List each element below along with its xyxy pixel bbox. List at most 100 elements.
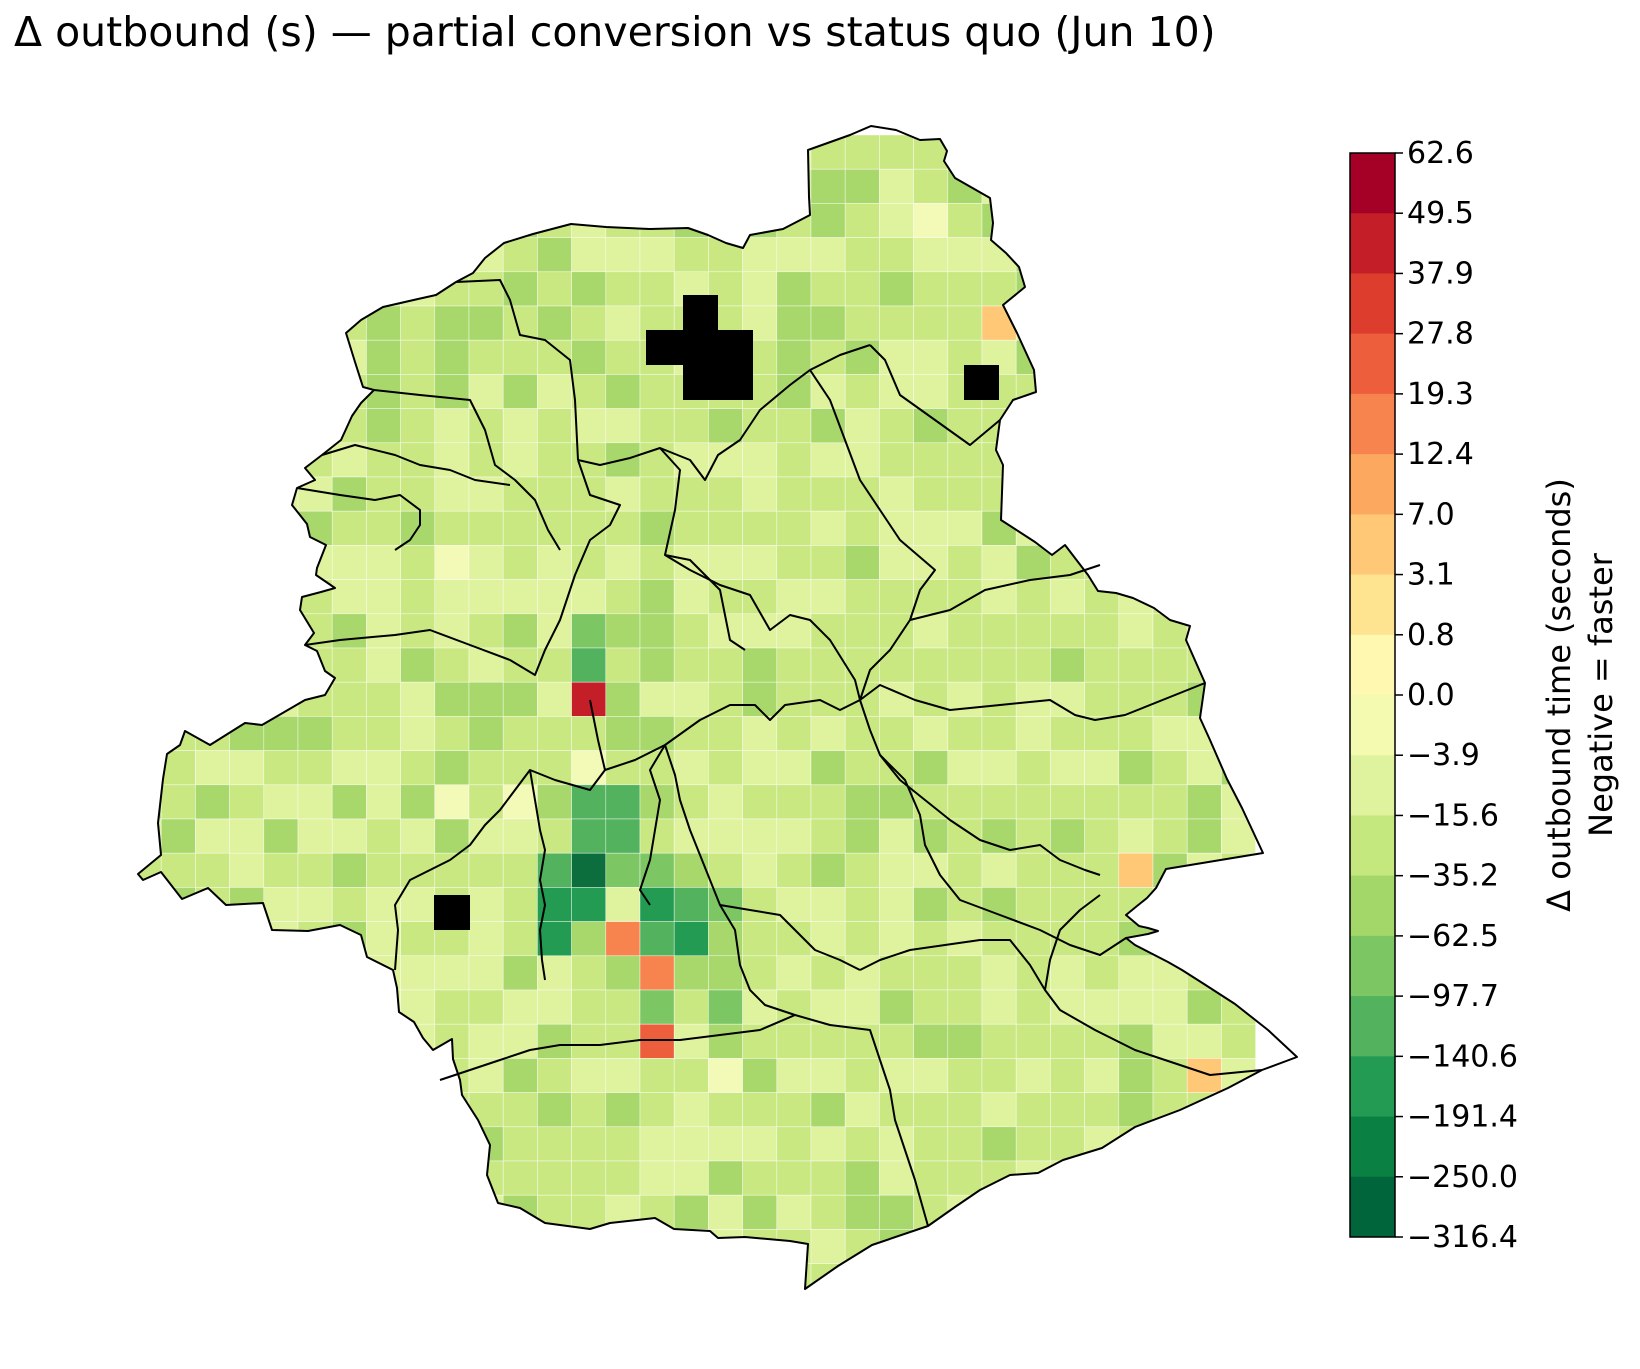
grid-cell: [776, 408, 812, 444]
grid-cell: [229, 989, 265, 1025]
grid-cell: [708, 1126, 743, 1162]
grid-cell: [776, 1126, 812, 1162]
grid-cell: [1050, 1160, 1085, 1196]
grid-cell: [1084, 476, 1120, 512]
grid-cell: [1186, 1160, 1222, 1196]
grid-cell: [947, 921, 983, 957]
grid-cell: [879, 1023, 914, 1059]
grid-cell: [1084, 442, 1120, 478]
grid-cell: [605, 1058, 641, 1093]
grid-cell: [1050, 784, 1085, 820]
grid-cell: [879, 1263, 914, 1289]
grid-cell: [297, 1263, 333, 1289]
grid-cell: [468, 134, 504, 170]
grid-cell: [639, 955, 675, 991]
grid-cell: [1050, 1058, 1085, 1093]
grid-cell: [400, 168, 436, 204]
grid-cell: [981, 784, 1017, 820]
colorbar-tick-label: 12.4: [1407, 437, 1474, 472]
grid-cell: [229, 955, 265, 991]
grid-cell: [1118, 750, 1154, 786]
grid-cell: [844, 1263, 880, 1289]
grid-cell: [605, 1263, 641, 1289]
grid-cell: [400, 750, 436, 786]
grid-cell: [1015, 955, 1051, 991]
grid-cell: [229, 681, 265, 717]
grid-cell: [673, 887, 709, 922]
grid-cell: [879, 237, 914, 273]
grid-cell: [913, 510, 949, 546]
grid-cell: [1015, 1058, 1051, 1093]
grid-cell: [981, 1263, 1017, 1289]
grid-cell: [502, 339, 538, 375]
grid-cell: [400, 1058, 436, 1093]
no-data-cell: [683, 365, 753, 400]
grid-cell: [468, 852, 504, 888]
grid-cell: [537, 1023, 572, 1059]
grid-cell: [366, 1229, 401, 1264]
grid-cell: [229, 203, 265, 238]
grid-cell: [468, 1058, 504, 1093]
grid-cell: [1221, 613, 1256, 649]
grid-cell: [1152, 1229, 1188, 1264]
grid-cell: [981, 852, 1017, 888]
grid-cell: [468, 681, 504, 717]
grid-cell: [331, 887, 367, 922]
grid-cell: [913, 989, 949, 1025]
grid-cell: [1050, 408, 1085, 444]
municipality-boundaries: [137, 125, 1298, 1290]
grid-cell: [537, 476, 572, 512]
grid-cell: [981, 716, 1017, 751]
grid-cell: [400, 408, 436, 444]
colorbar-tick-label: 19.3: [1407, 377, 1474, 412]
grid-cell: [844, 921, 880, 957]
grid-cell: [195, 545, 230, 580]
grid-cell: [263, 1229, 299, 1264]
grid-cell: [673, 1092, 709, 1128]
grid-cell: [1015, 545, 1051, 580]
grid-cell: [195, 1160, 230, 1196]
grid-cell: [229, 647, 265, 683]
grid-cell: [673, 852, 709, 888]
grid-cell: [263, 545, 299, 580]
grid-cell: [810, 750, 846, 786]
grid-cell: [571, 887, 607, 922]
grid-cell: [673, 1160, 709, 1196]
grid-cell: [1152, 237, 1188, 273]
grid-cell: [537, 1160, 572, 1196]
boundary-line: [859, 699, 1101, 876]
grid-cell: [331, 716, 367, 751]
grid-cell: [1050, 647, 1085, 683]
grid-cell: [1118, 818, 1154, 854]
grid-cell: [468, 1263, 504, 1289]
grid-cell: [1221, 510, 1256, 546]
grid-cell: [708, 408, 743, 444]
grid-cell: [1118, 271, 1154, 307]
grid-cell: [138, 818, 162, 854]
grid-cell: [1152, 1058, 1188, 1093]
grid-cell: [1221, 168, 1256, 204]
grid-cell: [1050, 271, 1085, 307]
colorbar-tick-label: −15.6: [1407, 798, 1499, 833]
grid-cell: [913, 887, 949, 922]
grid-cell: [742, 852, 778, 888]
grid-cell: [1050, 1229, 1085, 1264]
grid-cell: [981, 1194, 1017, 1230]
grid-cell: [160, 203, 196, 238]
grid-cell: [400, 237, 436, 273]
grid-cell: [297, 305, 333, 341]
grid-cell: [195, 271, 230, 307]
boundary-line: [137, 125, 1298, 1290]
grid-cell: [400, 716, 436, 751]
grid-cell: [708, 1160, 743, 1196]
grid-cell: [1186, 408, 1222, 444]
grid-cell: [913, 681, 949, 717]
grid-cell: [468, 442, 504, 478]
grid-cell: [639, 852, 675, 888]
grid-cell: [331, 1023, 367, 1059]
grid-cell: [195, 681, 230, 717]
grid-cell: [913, 1263, 949, 1289]
grid-cell: [263, 750, 299, 786]
grid-cell: [502, 579, 538, 615]
grid-cell: [776, 818, 812, 854]
